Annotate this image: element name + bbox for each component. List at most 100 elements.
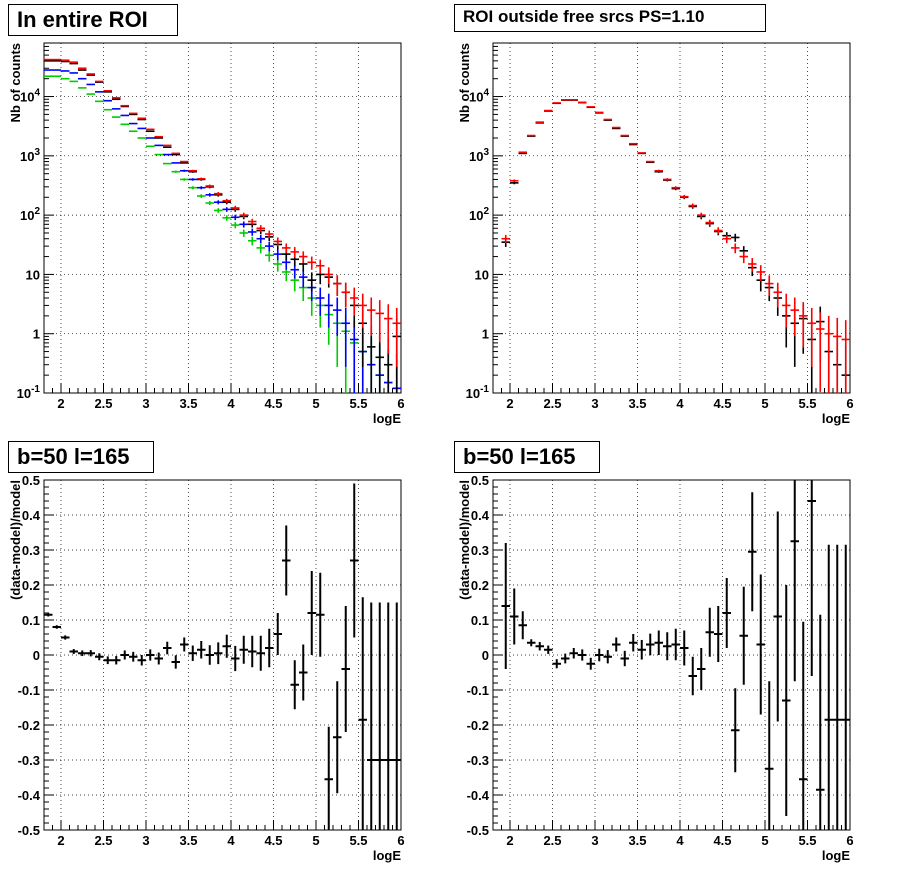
x-tick-label: 4 <box>676 833 684 848</box>
chart-svg-entire-roi: 2 2.5 3 3.5 4 4.5 5 5.5 6 10-1 1 10 102 103 104 logE Nb … <box>8 42 405 426</box>
x-tick-label: 4.5 <box>264 833 282 848</box>
plot-frame <box>43 479 402 831</box>
x-tick-label: 6 <box>397 833 404 848</box>
pad-residual-left: 2 2.5 3 3.5 4 4.5 5 5.5 6 -0.5 -0.4 -0.3 -0.2 -0.1 0 0.… <box>0 437 449 875</box>
y-tick-exponent: -1 <box>480 384 489 395</box>
y-tick-label: 0.2 <box>471 578 489 593</box>
y-tick-label: 104 <box>20 88 40 105</box>
y-tick-label: 10-1 <box>17 384 41 401</box>
y-tick-label: 0.4 <box>471 508 490 523</box>
y-tick-label: 104 <box>469 88 489 105</box>
x-tick-label: 2 <box>57 833 64 848</box>
pad-entire-roi: 2 2.5 3 3.5 4 4.5 5 5.5 6 10-1 1 10 102 103 104 logE Nb … <box>0 0 449 437</box>
x-tick-label: 5 <box>312 396 319 411</box>
chart-title: b=50 l=165 <box>8 441 154 473</box>
pad-roi-outside-free-srcs: 2 2.5 3 3.5 4 4.5 5 5.5 6 10-1 1 10 102 103 104 logE Nb … <box>449 0 898 437</box>
chart-svg-residual-left: 2 2.5 3 3.5 4 4.5 5 5.5 6 -0.5 -0.4 -0.3 -0.2 -0.1 0 0.… <box>8 473 405 863</box>
y-tick-label: -0.4 <box>18 788 41 803</box>
chart-title: In entire ROI <box>8 4 178 36</box>
x-axis-label: logE <box>373 848 401 863</box>
pad-residual-right: 2 2.5 3 3.5 4 4.5 5 5.5 6 -0.5 -0.4 -0.3 -0.2 -0.1 0 0.… <box>449 437 898 875</box>
x-tick-label: 5.5 <box>349 396 367 411</box>
y-tick-label: 0.1 <box>471 613 489 628</box>
x-tick-label: 5.5 <box>798 833 816 848</box>
x-tick-label: 4 <box>227 833 235 848</box>
x-tick-label: 5.5 <box>798 396 816 411</box>
x-tick-label: 6 <box>397 396 404 411</box>
y-axis-label: Nb of counts <box>8 43 23 122</box>
y-tick-label: 102 <box>20 206 40 223</box>
x-axis-label: logE <box>373 411 401 426</box>
x-tick-label: 4.5 <box>713 833 731 848</box>
y-tick-label: 10 <box>26 267 40 282</box>
y-tick-exponent: 4 <box>34 88 40 99</box>
y-tick-label: 102 <box>469 206 489 223</box>
x-tick-label: 3 <box>591 396 598 411</box>
y-tick-label: 0.5 <box>22 473 40 488</box>
plot-frame <box>492 479 851 831</box>
y-tick-label: 103 <box>20 147 40 164</box>
y-tick-label: -0.5 <box>18 823 40 838</box>
y-tick-exponent: 2 <box>483 206 489 217</box>
x-tick-label: 4 <box>676 396 684 411</box>
y-tick-label: -0.3 <box>18 753 40 768</box>
x-tick-label: 4 <box>227 396 235 411</box>
plot-frame <box>492 42 851 394</box>
x-tick-label: 6 <box>846 396 853 411</box>
x-tick-label: 6 <box>846 833 853 848</box>
y-tick-label: -0.4 <box>467 788 490 803</box>
y-tick-label: -0.2 <box>18 718 40 733</box>
y-axis-label: (data-model)/model <box>8 480 23 600</box>
chart-svg-residual-right: 2 2.5 3 3.5 4 4.5 5 5.5 6 -0.5 -0.4 -0.3 -0.2 -0.1 0 0.… <box>457 473 854 863</box>
x-tick-label: 2 <box>506 396 513 411</box>
x-tick-label: 3 <box>591 833 598 848</box>
x-tick-label: 4.5 <box>264 396 282 411</box>
y-tick-label: -0.2 <box>467 718 489 733</box>
x-tick-label: 3.5 <box>179 833 197 848</box>
x-tick-label: 2.5 <box>94 833 112 848</box>
x-tick-label: 5.5 <box>349 833 367 848</box>
y-tick-label: -0.1 <box>18 683 40 698</box>
x-tick-label: 2.5 <box>94 396 112 411</box>
x-axis-label: logE <box>822 411 850 426</box>
y-tick-label: -0.3 <box>467 753 489 768</box>
x-tick-label: 3 <box>142 396 149 411</box>
x-tick-label: 5 <box>761 833 768 848</box>
y-tick-label: 0 <box>482 648 489 663</box>
y-tick-label: -0.1 <box>467 683 489 698</box>
y-tick-label: 103 <box>469 147 489 164</box>
y-tick-label: 0 <box>33 648 40 663</box>
chart-title: b=50 l=165 <box>454 441 600 473</box>
y-tick-label: 0.1 <box>22 613 40 628</box>
x-axis-label: logE <box>822 848 850 863</box>
y-tick-exponent: -1 <box>31 384 40 395</box>
x-tick-label: 3.5 <box>628 396 646 411</box>
y-tick-label: 1 <box>33 327 40 342</box>
x-tick-label: 2 <box>57 396 64 411</box>
y-tick-exponent: 4 <box>483 88 489 99</box>
y-tick-exponent: 3 <box>34 147 40 158</box>
x-tick-label: 2 <box>506 833 513 848</box>
y-tick-exponent: 2 <box>34 206 40 217</box>
y-axis-label: Nb of counts <box>457 43 472 122</box>
y-tick-label: 10-1 <box>466 384 490 401</box>
y-axis-label: (data-model)/model <box>457 480 472 600</box>
x-tick-label: 5 <box>312 833 319 848</box>
y-tick-label: 0.3 <box>471 543 489 558</box>
x-tick-label: 5 <box>761 396 768 411</box>
x-tick-label: 3.5 <box>628 833 646 848</box>
y-tick-label: 1 <box>482 327 489 342</box>
x-tick-label: 4.5 <box>713 396 731 411</box>
y-tick-exponent: 3 <box>483 147 489 158</box>
x-tick-label: 2.5 <box>543 833 561 848</box>
x-tick-label: 3 <box>142 833 149 848</box>
x-tick-label: 3.5 <box>179 396 197 411</box>
y-tick-label: 0.5 <box>471 473 489 488</box>
x-tick-label: 2.5 <box>543 396 561 411</box>
y-tick-label: -0.5 <box>467 823 489 838</box>
chart-title: ROI outside free srcs PS=1.10 <box>454 4 766 32</box>
y-tick-label: 10 <box>475 267 489 282</box>
y-tick-label: 0.3 <box>22 543 40 558</box>
chart-svg-roi-outside: 2 2.5 3 3.5 4 4.5 5 5.5 6 10-1 1 10 102 103 104 logE Nb … <box>457 42 854 426</box>
y-tick-label: 0.4 <box>22 508 41 523</box>
